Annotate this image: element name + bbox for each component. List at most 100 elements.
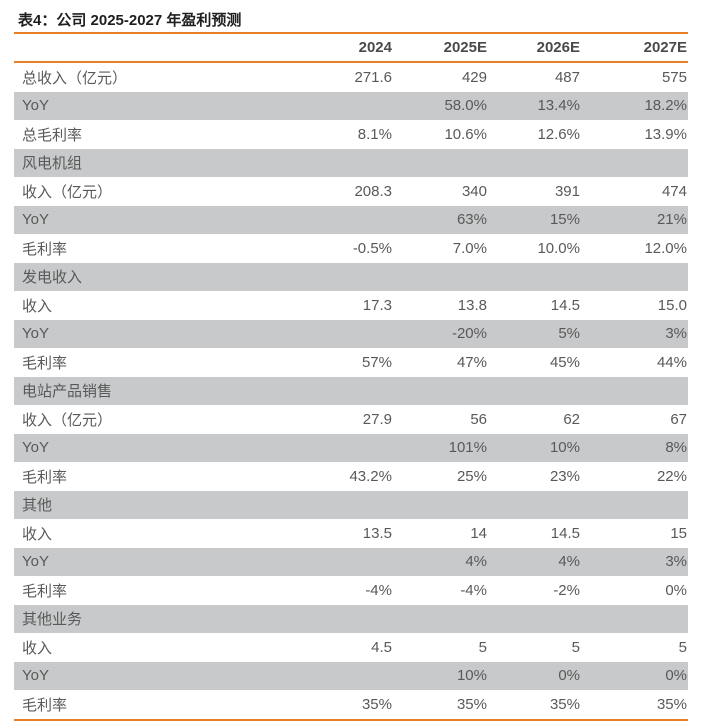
table-row: 风电机组 (14, 148, 688, 177)
cell-2024: 57% (361, 353, 392, 371)
cell-2024: 8.1% (357, 125, 392, 143)
cell-2025e: 101% (448, 439, 487, 457)
cell-2025e: -20% (451, 325, 487, 343)
cell-2025e: 25% (456, 467, 487, 485)
cell-2024: 35% (361, 695, 392, 713)
row-label: 其他 (22, 497, 53, 515)
table-row: 其他 (14, 490, 688, 519)
table-row: 毛利率 -0.5% 7.0% 10.0% 12.0% (14, 234, 688, 263)
cell-2027e: 575 (661, 68, 687, 86)
row-label: 毛利率 (22, 582, 68, 600)
table-row: 收入 13.5 14 14.5 15 (14, 519, 688, 548)
row-label: 发电收入 (22, 269, 83, 287)
row-label: 其他业务 (22, 611, 83, 629)
table-row: 发电收入 (14, 262, 688, 291)
row-label: 收入（亿元） (22, 183, 113, 201)
cell-2024: 43.2% (349, 467, 392, 485)
row-label: YoY (22, 325, 49, 343)
cell-2025e: 35% (456, 695, 487, 713)
cell-2026e: 13.4% (537, 97, 580, 115)
cell-2026e: 62 (563, 410, 580, 428)
cell-2026e: 10% (549, 439, 580, 457)
cell-2027e: 474 (661, 182, 687, 200)
cell-2027e: 15 (670, 524, 687, 542)
cell-2025e: 63% (456, 211, 487, 229)
cell-2024: 208.3 (354, 182, 392, 200)
cell-2025e: 340 (461, 182, 487, 200)
row-label: 毛利率 (22, 696, 68, 714)
cell-2027e: 44% (656, 353, 687, 371)
row-label: YoY (22, 667, 49, 685)
cell-2027e: 3% (665, 325, 687, 343)
row-label: 风电机组 (22, 155, 83, 173)
table-row: 总毛利率 8.1% 10.6% 12.6% 13.9% (14, 120, 688, 149)
row-label: 收入 (22, 525, 53, 543)
row-label: 毛利率 (22, 468, 68, 486)
cell-2024: 17.3 (362, 296, 392, 314)
row-label: 毛利率 (22, 240, 68, 258)
table-row: 收入（亿元） 27.9 56 62 67 (14, 405, 688, 434)
table-row: 收入 17.3 13.8 14.5 15.0 (14, 291, 688, 320)
cell-2027e: 0% (665, 581, 687, 599)
cell-2025e: 14 (470, 524, 487, 542)
cell-2026e: 14.5 (550, 524, 580, 542)
cell-2026e: 12.6% (537, 125, 580, 143)
table-header-row: 2024 2025E 2026E 2027E (14, 34, 688, 63)
cell-2027e: 12.0% (644, 239, 687, 257)
table-row: YoY 4% 4% 3% (14, 547, 688, 576)
cell-2027e: 5 (678, 638, 687, 656)
row-label: 毛利率 (22, 354, 68, 372)
cell-2024: 271.6 (354, 68, 392, 86)
cell-2026e: 14.5 (550, 296, 580, 314)
row-label: 收入（亿元） (22, 411, 113, 429)
header-cell-2024: 2024 (358, 39, 392, 56)
cell-2027e: 15.0 (657, 296, 687, 314)
cell-2024: -4% (365, 581, 392, 599)
cell-2026e: -2% (553, 581, 580, 599)
cell-2027e: 13.9% (644, 125, 687, 143)
cell-2026e: 0% (558, 667, 580, 685)
table-row: YoY 10% 0% 0% (14, 661, 688, 690)
cell-2025e: 429 (461, 68, 487, 86)
forecast-table: 2024 2025E 2026E 2027E 总收入（亿元） 271.6 429… (14, 32, 688, 721)
cell-2027e: 22% (656, 467, 687, 485)
cell-2027e: 67 (670, 410, 687, 428)
row-label: 总毛利率 (22, 126, 83, 144)
header-cell-2026e: 2026E (536, 39, 580, 56)
cell-2025e: 5 (478, 638, 487, 656)
table-row: 毛利率 57% 47% 45% 44% (14, 348, 688, 377)
header-cell-2025e: 2025E (443, 39, 487, 56)
cell-2025e: -4% (460, 581, 487, 599)
cell-2025e: 4% (465, 553, 487, 571)
cell-2025e: 7.0% (452, 239, 487, 257)
cell-2025e: 56 (470, 410, 487, 428)
table-row: 总收入（亿元） 271.6 429 487 575 (14, 63, 688, 92)
cell-2026e: 35% (549, 695, 580, 713)
table-row: 收入（亿元） 208.3 340 391 474 (14, 177, 688, 206)
row-label: 收入 (22, 639, 53, 657)
row-label: YoY (22, 211, 49, 229)
cell-2026e: 15% (549, 211, 580, 229)
row-label: YoY (22, 439, 49, 457)
cell-2027e: 18.2% (644, 97, 687, 115)
table-row: YoY -20% 5% 3% (14, 319, 688, 348)
table-row: 收入 4.5 5 5 5 (14, 633, 688, 662)
row-label: 收入 (22, 297, 53, 315)
table-body: 总收入（亿元） 271.6 429 487 575 YoY 58.0% 13.4… (14, 63, 688, 719)
cell-2026e: 487 (554, 68, 580, 86)
cell-2025e: 10.6% (444, 125, 487, 143)
cell-2027e: 35% (656, 695, 687, 713)
table-row: 其他业务 (14, 604, 688, 633)
cell-2026e: 4% (558, 553, 580, 571)
row-label: 电站产品销售 (22, 383, 113, 401)
row-label: 总收入（亿元） (22, 69, 128, 87)
table-row: 毛利率 35% 35% 35% 35% (14, 690, 688, 719)
table-row: YoY 101% 10% 8% (14, 433, 688, 462)
row-label: YoY (22, 553, 49, 571)
cell-2027e: 3% (665, 553, 687, 571)
cell-2025e: 13.8 (457, 296, 487, 314)
cell-2027e: 0% (665, 667, 687, 685)
cell-2026e: 391 (554, 182, 580, 200)
cell-2024: 27.9 (362, 410, 392, 428)
